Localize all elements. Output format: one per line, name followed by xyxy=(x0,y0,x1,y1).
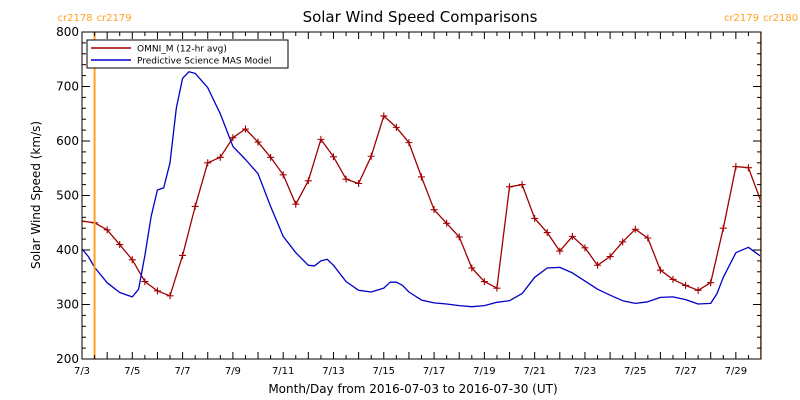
x-axis: 7/3 7/5 7/7 7/9 7/11 7/13 7/15 7/17 7/19 7/21 7/23… xyxy=(74,32,762,377)
rotation-label-right: cr2179 xyxy=(97,13,132,24)
data-point-omni xyxy=(116,241,124,249)
data-point-omni xyxy=(619,238,627,246)
data-point-omni xyxy=(732,163,740,171)
x-tick-label: 7/3 xyxy=(74,366,90,377)
data-point-omni xyxy=(179,251,187,259)
series-group xyxy=(82,71,761,308)
data-point-omni xyxy=(392,123,400,131)
data-point-omni xyxy=(216,153,224,161)
data-point-omni xyxy=(166,292,174,300)
data-point-omni xyxy=(317,135,325,143)
x-tick-label: 7/23 xyxy=(574,366,596,377)
data-point-omni xyxy=(254,138,262,146)
data-point-omni xyxy=(506,183,514,191)
rotation-lines xyxy=(93,32,761,359)
data-point-omni xyxy=(493,284,501,292)
data-point-omni xyxy=(128,256,136,264)
data-point-omni xyxy=(468,264,476,272)
plot-area xyxy=(82,32,777,359)
data-point-omni xyxy=(707,279,715,287)
y-axis-label: Solar Wind Speed (km/s) xyxy=(29,121,43,269)
data-point-omni xyxy=(241,125,249,133)
data-point-omni xyxy=(757,197,761,205)
rotation-labels: cr2178 cr2179 cr2179 cr2180 xyxy=(58,13,799,24)
x-tick-label: 7/21 xyxy=(523,366,545,377)
data-point-omni xyxy=(367,152,375,160)
data-point-omni xyxy=(455,233,463,241)
data-point-omni xyxy=(744,164,752,172)
data-point-omni xyxy=(141,278,149,286)
y-tick-label: 400 xyxy=(56,243,79,257)
data-point-omni xyxy=(355,180,363,188)
x-tick-label: 7/27 xyxy=(674,366,696,377)
data-point-omni xyxy=(694,286,702,294)
data-point-omni xyxy=(719,224,727,232)
y-tick-label: 200 xyxy=(56,352,79,366)
data-point-omni xyxy=(606,253,614,261)
x-axis-label: Month/Day from 2016-07-03 to 2016-07-30 … xyxy=(268,382,557,396)
series-line-omni xyxy=(82,115,761,297)
data-point-omni xyxy=(153,287,161,295)
data-point-omni xyxy=(669,275,677,283)
data-point-omni xyxy=(531,214,539,222)
x-tick-label: 7/25 xyxy=(624,366,646,377)
y-tick-label: 700 xyxy=(56,80,79,94)
markers-group xyxy=(82,112,777,300)
data-point-omni xyxy=(279,171,287,179)
data-point-omni xyxy=(103,226,111,234)
x-tick-label: 7/7 xyxy=(175,366,191,377)
data-point-omni xyxy=(292,200,300,208)
rotation-label-right: cr2180 xyxy=(763,13,798,24)
legend-label-model: Predictive Science MAS Model xyxy=(137,57,272,67)
legend-label-omni: OMNI_M (12-hr avg) xyxy=(137,45,227,55)
y-tick-label: 300 xyxy=(56,298,79,312)
data-point-omni xyxy=(480,278,488,286)
data-point-omni xyxy=(581,244,589,252)
y-tick-label: 800 xyxy=(56,25,79,39)
x-tick-label: 7/15 xyxy=(373,366,395,377)
data-point-omni xyxy=(682,281,690,289)
x-tick-label: 7/19 xyxy=(473,366,495,377)
data-point-omni xyxy=(568,232,576,240)
data-point-omni xyxy=(191,202,199,210)
x-tick-label: 7/17 xyxy=(423,366,445,377)
data-point-omni xyxy=(770,218,777,225)
data-point-omni xyxy=(644,234,652,242)
data-point-omni xyxy=(329,153,337,161)
data-point-omni xyxy=(631,225,639,233)
data-point-omni xyxy=(405,139,413,147)
data-point-omni xyxy=(342,175,350,183)
data-point-omni xyxy=(204,159,212,167)
data-point-omni xyxy=(380,112,388,120)
data-point-omni xyxy=(656,266,664,274)
legend: OMNI_M (12-hr avg) Predictive Science MAS… xyxy=(86,39,289,69)
y-axis: 200 300 400 500 600 700 800 xyxy=(56,25,761,366)
plot-frame xyxy=(81,31,762,360)
y-tick-label: 500 xyxy=(56,189,79,203)
data-point-omni xyxy=(418,173,425,181)
data-point-omni xyxy=(556,247,564,255)
x-tick-label: 7/13 xyxy=(322,366,344,377)
data-point-omni xyxy=(443,219,451,227)
chart-title: Solar Wind Speed Comparisons xyxy=(303,8,538,26)
rotation-label-left: cr2179 xyxy=(724,13,759,24)
series-line-model xyxy=(82,71,761,308)
x-tick-label: 7/29 xyxy=(725,366,747,377)
rotation-label-left: cr2178 xyxy=(58,13,93,24)
data-point-omni xyxy=(229,134,237,142)
data-point-omni xyxy=(82,217,86,225)
x-tick-label: 7/5 xyxy=(124,366,140,377)
x-tick-label: 7/11 xyxy=(272,366,294,377)
data-point-omni xyxy=(543,229,551,237)
data-point-omni xyxy=(267,153,275,161)
x-tick-label: 7/9 xyxy=(225,366,241,377)
data-point-omni xyxy=(430,206,438,214)
legend-box xyxy=(86,39,289,69)
data-point-omni xyxy=(518,181,526,189)
data-point-omni xyxy=(304,177,312,185)
data-point-omni xyxy=(594,261,602,269)
y-tick-label: 600 xyxy=(56,134,79,148)
